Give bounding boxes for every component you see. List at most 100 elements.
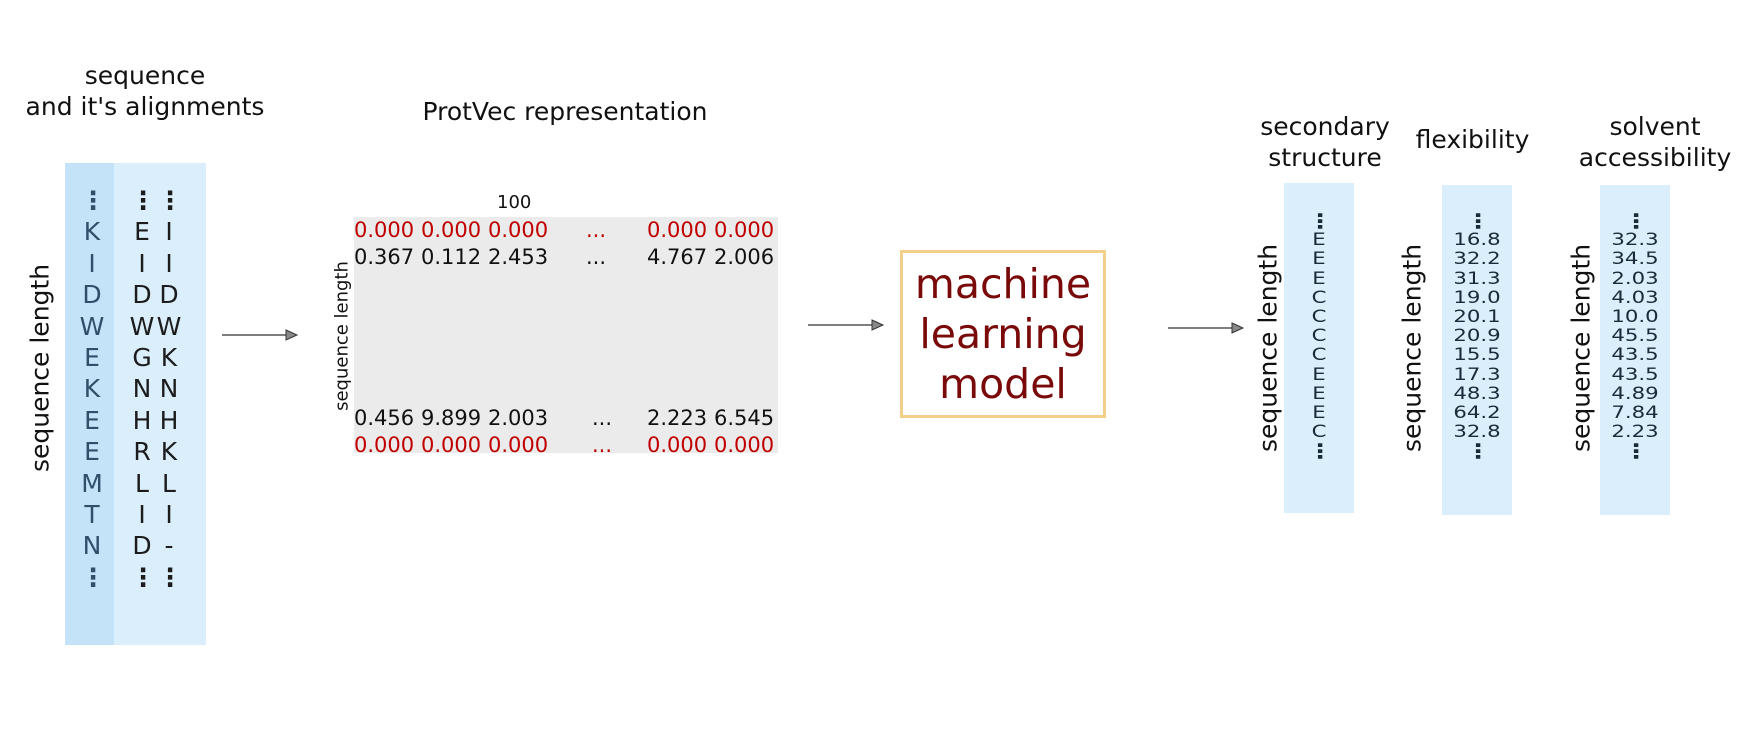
- alignment-residue: D: [132, 280, 152, 310]
- alignment-residue: W: [129, 311, 155, 341]
- solvent-value: 43.5: [1611, 364, 1659, 385]
- alignment-1: ⋮ E I D W G N H R L I D ⋮: [128, 185, 156, 593]
- ss-value: C: [1311, 307, 1327, 328]
- alignment-residue: I: [165, 217, 173, 247]
- ellipsis-top: ⋮: [80, 186, 106, 215]
- ellipsis-bottom: ⋮: [1307, 439, 1333, 464]
- solvent-value: 2.23: [1611, 422, 1659, 443]
- query-residue: N: [82, 531, 102, 561]
- ss-value: E: [1312, 364, 1326, 385]
- matrix-cell: 0.112: [421, 245, 482, 269]
- ss-value: E: [1312, 383, 1326, 404]
- query-column-bg: [65, 163, 114, 645]
- ss-value: C: [1311, 345, 1327, 366]
- alignment-residue: L: [162, 468, 176, 498]
- flexibility-value: 64.2: [1453, 403, 1501, 424]
- matrix-cell: 2.453: [488, 245, 549, 269]
- solvent-value: 2.03: [1611, 268, 1659, 289]
- matrix-row-padding-bottom: 0.000 0.000 0.000 ... 0.000 0.000: [354, 433, 778, 459]
- matrix-cell: 2.003: [488, 406, 549, 430]
- alignment-column-bg: [114, 163, 206, 645]
- alignment-residue: I: [138, 500, 146, 530]
- ellipsis-bottom: ⋮: [1623, 439, 1649, 464]
- matrix-cell: 0.000: [488, 433, 549, 457]
- alignment-2: ⋮ I I D W K N H K L I - ⋮: [155, 185, 183, 593]
- input-title: sequence and it's alignments: [0, 60, 290, 122]
- matrix-cell: 0.000: [714, 433, 775, 457]
- protvec-matrix: [354, 217, 778, 453]
- alignment-residue: D: [159, 280, 179, 310]
- query-residue: T: [84, 500, 100, 530]
- flexibility-value: 32.8: [1453, 422, 1501, 443]
- flexibility-value: 15.5: [1453, 345, 1501, 366]
- matrix-cell: 2.223: [647, 406, 708, 430]
- solvent-value: 7.84: [1611, 403, 1659, 424]
- solvent-value: 10.0: [1611, 307, 1659, 328]
- query-residue: E: [84, 343, 100, 373]
- alignment-residue: E: [134, 217, 150, 247]
- model-label-line3: model: [939, 360, 1067, 408]
- matrix-cell: 0.000: [354, 433, 415, 457]
- ellipsis-top: ⋮: [157, 186, 183, 215]
- protvec-title: ProtVec representation: [422, 97, 708, 126]
- matrix-cell: ...: [586, 218, 607, 242]
- arrow-model-to-outputs: [1168, 322, 1245, 334]
- ss-value: C: [1311, 326, 1327, 347]
- query-residue: E: [84, 405, 100, 435]
- alignment-residue: L: [135, 468, 149, 498]
- alignment-residue: I: [165, 248, 173, 278]
- solvent-value: 32.3: [1611, 230, 1659, 251]
- solvent-value: 34.5: [1611, 249, 1659, 270]
- flexibility-title: flexibility: [1415, 125, 1530, 154]
- solvent-value: 45.5: [1611, 326, 1659, 347]
- secondary-structure-column: [1284, 183, 1354, 513]
- secondary-structure-axis-label: sequence length: [1253, 243, 1283, 453]
- alignment-residue: R: [133, 437, 151, 467]
- flexibility-value: 17.3: [1453, 364, 1501, 385]
- matrix-cell: 9.899: [421, 406, 482, 430]
- input-title-line1: sequence: [84, 61, 206, 90]
- matrix-row-padding-top: 0.000 0.000 0.000 ... 0.000 0.000: [354, 218, 778, 244]
- matrix-cell: 0.000: [421, 433, 482, 457]
- input-axis-label: sequence length: [25, 263, 55, 473]
- flexibility-values: ⋮ 16.8 32.2 31.3 19.0 20.1 20.9 15.5 17.…: [1446, 211, 1509, 462]
- alignment-residue: W: [156, 311, 182, 341]
- matrix-cell: ...: [586, 245, 607, 269]
- matrix-cell: 0.000: [354, 218, 415, 242]
- solvent-value: 4.03: [1611, 287, 1659, 308]
- matrix-cell: 0.000: [488, 218, 549, 242]
- matrix-row: 0.456 9.899 2.003 ... 2.223 6.545: [354, 406, 778, 432]
- matrix-cell: 0.000: [647, 218, 708, 242]
- alignment-residue: D: [132, 531, 152, 561]
- query-residue: D: [82, 280, 102, 310]
- solvent-accessibility-values: ⋮ 32.3 34.5 2.03 4.03 10.0 45.5 43.5 43.…: [1604, 209, 1667, 464]
- secondary-structure-title-line1: secondary: [1260, 112, 1390, 141]
- protvec-axis-label: sequence length: [331, 261, 353, 411]
- ss-value: E: [1312, 230, 1326, 251]
- query-residue: E: [84, 437, 100, 467]
- matrix-row: 0.367 0.112 2.453 ... 4.767 2.006: [354, 245, 778, 271]
- model-label-line2: learning: [919, 310, 1087, 358]
- query-residue: M: [81, 468, 103, 498]
- arrow-protvec-to-model: [808, 319, 885, 331]
- query-residue: W: [79, 311, 105, 341]
- alignment-residue: K: [160, 437, 178, 467]
- solvent-accessibility-title-line1: solvent: [1609, 112, 1701, 141]
- ellipsis-top: ⋮: [1307, 209, 1333, 233]
- flexibility-value: 48.3: [1453, 383, 1501, 404]
- model-label-line1: machine: [914, 260, 1092, 308]
- solvent-accessibility-column: [1600, 185, 1670, 515]
- query-sequence: ⋮ K I D W E K E E M T N ⋮: [78, 185, 106, 593]
- flexibility-axis-label: sequence length: [1397, 243, 1427, 453]
- matrix-cell: ...: [592, 406, 613, 430]
- flexibility-value: 16.8: [1453, 230, 1501, 251]
- ellipsis-bottom: ⋮: [130, 562, 156, 592]
- alignment-residue: -: [164, 531, 174, 561]
- flexibility-value: 20.9: [1453, 326, 1501, 347]
- alignment-residue: H: [132, 405, 152, 435]
- ellipsis-bottom: ⋮: [157, 562, 183, 592]
- protvec-dimension-label: 100: [497, 192, 532, 213]
- matrix-cell: 2.006: [714, 245, 775, 269]
- ellipsis-bottom: ⋮: [80, 562, 106, 592]
- ellipsis-top: ⋮: [1623, 209, 1649, 233]
